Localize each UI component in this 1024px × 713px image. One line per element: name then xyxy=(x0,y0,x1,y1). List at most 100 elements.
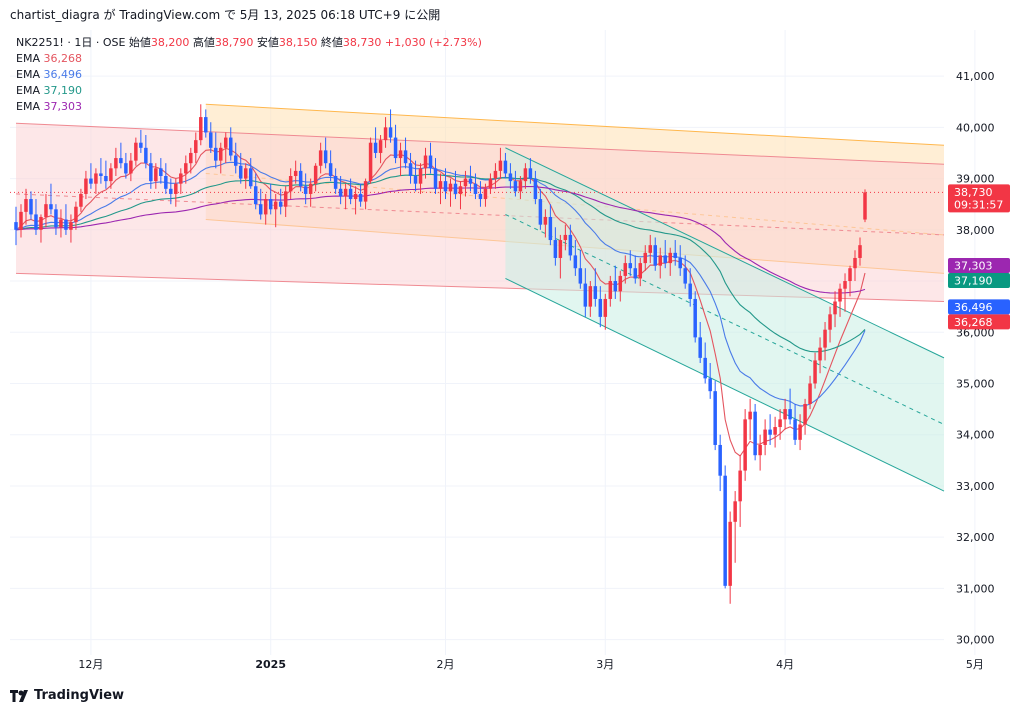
candle-body xyxy=(418,168,423,184)
candle-body xyxy=(583,283,588,307)
candle-body xyxy=(343,188,348,197)
candle-body xyxy=(398,150,403,159)
candle-body xyxy=(89,178,93,184)
candle-body xyxy=(308,183,313,194)
symbol-info-part: 始値 xyxy=(129,35,151,49)
candle-body xyxy=(528,168,533,179)
y-tick-label: 34,000 xyxy=(956,429,995,442)
y-tick-label: 31,000 xyxy=(956,582,995,595)
candle-body xyxy=(568,234,573,256)
ema-legend-value: 36,496 xyxy=(43,68,82,81)
ema-legend-value: 37,303 xyxy=(43,100,82,113)
candle-body xyxy=(783,409,787,420)
candle-body xyxy=(169,188,173,194)
tradingview-logo-icon xyxy=(10,689,28,702)
candle-body xyxy=(368,142,373,182)
candle-body xyxy=(758,444,762,456)
candle-body xyxy=(648,245,653,253)
candle-body xyxy=(848,268,852,282)
candle-body xyxy=(54,209,58,228)
candle-body xyxy=(668,252,672,264)
candle-body xyxy=(79,193,83,207)
candle-body xyxy=(258,204,263,215)
candle-body xyxy=(293,170,298,177)
ema-legend-1: EMA 36,268 xyxy=(16,52,82,65)
candle-body xyxy=(99,173,103,177)
candle-body xyxy=(253,186,258,205)
symbol-info-part: 38,790 xyxy=(215,36,257,49)
price-label-value: 38,730 xyxy=(954,186,993,199)
candle-body xyxy=(608,281,613,299)
candle-body xyxy=(69,222,73,230)
price-label-bg xyxy=(948,258,1010,274)
candle-body xyxy=(468,178,473,184)
price-label-value: 36,268 xyxy=(954,316,993,329)
publish-caption-text: chartist_diagra が TradingView.com で 5月 1… xyxy=(10,8,441,22)
candle-body xyxy=(728,521,732,586)
ema-legend-4: EMA 37,303 xyxy=(16,100,82,113)
candle-body xyxy=(29,199,33,215)
candle-body xyxy=(328,163,333,177)
candle-body xyxy=(828,314,832,330)
candle-body xyxy=(473,183,478,194)
candle-body xyxy=(129,160,133,174)
candle-body xyxy=(363,181,368,202)
channel-orange-upper xyxy=(205,103,945,146)
candle-body xyxy=(144,147,148,164)
candle-body xyxy=(124,163,128,174)
candle-body xyxy=(139,142,143,148)
price-label-time: 09:31:57 xyxy=(954,198,1003,211)
price-label-value: 37,303 xyxy=(954,260,993,273)
candle-body xyxy=(773,427,777,435)
candle-body xyxy=(164,176,168,189)
x-tick-label: 12月 xyxy=(78,658,103,671)
candle-body xyxy=(708,378,712,392)
candle-body xyxy=(403,150,408,164)
candle-body xyxy=(593,286,598,299)
candle-body xyxy=(209,132,213,148)
channel-green-lower xyxy=(505,278,945,492)
symbol-info: NK2251! · 1日 · OSE 始値38,200 高値38,790 安値3… xyxy=(16,35,482,49)
ema-legend-label: EMA xyxy=(16,68,43,81)
candle-body xyxy=(533,178,538,200)
candle-body xyxy=(628,263,633,269)
candle-body xyxy=(39,216,43,230)
candle-body xyxy=(109,168,113,182)
candle-body xyxy=(159,168,163,177)
candle-body xyxy=(174,183,178,194)
price-label-bg xyxy=(948,184,1010,213)
candle-body xyxy=(199,117,203,141)
candle-body xyxy=(733,501,737,522)
candle-body xyxy=(513,181,518,192)
candle-body xyxy=(219,147,223,161)
candle-body xyxy=(94,173,98,184)
candle-body xyxy=(333,176,338,189)
candle-body xyxy=(578,268,583,284)
y-tick-label: 36,000 xyxy=(956,326,995,339)
candle-body xyxy=(393,137,398,159)
candle-body xyxy=(763,429,767,445)
candle-body xyxy=(373,142,378,153)
candle-body xyxy=(688,283,692,299)
candle-body xyxy=(788,409,792,420)
symbol-info-part: 38,200 xyxy=(151,36,193,49)
channel-red-upper xyxy=(15,122,945,165)
candle-body xyxy=(838,288,842,302)
x-tick-label: 2025 xyxy=(255,658,286,671)
candle-body xyxy=(463,178,468,187)
ema-legend-value: 37,190 xyxy=(43,84,82,97)
y-tick-label: 35,000 xyxy=(956,377,995,390)
price-label-value: 37,190 xyxy=(954,275,993,288)
candle-body xyxy=(154,168,158,182)
candle-body xyxy=(423,155,428,169)
y-tick-label: 41,000 xyxy=(956,70,995,83)
candle-body xyxy=(518,181,523,192)
ema-legend-3: EMA 37,190 xyxy=(16,84,82,97)
candle-body xyxy=(268,199,273,210)
candle-body xyxy=(603,298,608,317)
candle-body xyxy=(663,255,667,264)
candle-body xyxy=(119,158,123,164)
x-tick-label: 3月 xyxy=(596,658,614,671)
candle-body xyxy=(818,347,822,361)
